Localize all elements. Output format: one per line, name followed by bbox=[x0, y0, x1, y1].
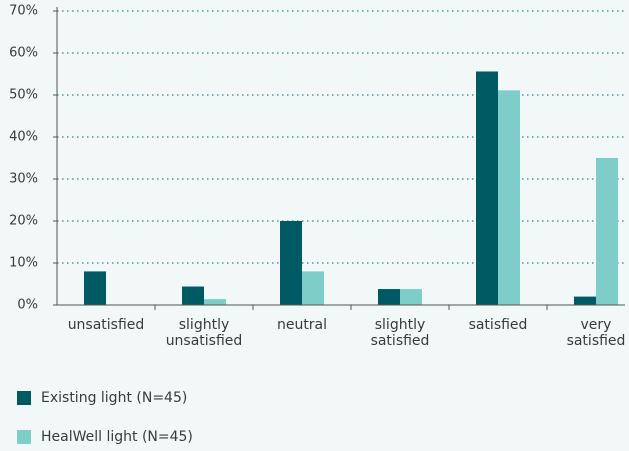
y-tick-label: 40% bbox=[9, 130, 38, 145]
legend-swatch bbox=[17, 430, 31, 444]
y-tick-label: 0% bbox=[17, 298, 38, 313]
bar bbox=[182, 286, 204, 305]
x-tick-label: slightly unsatisfied bbox=[165, 317, 243, 349]
x-tick-label: neutral bbox=[276, 317, 328, 333]
legend-label: HealWell light (N=45) bbox=[41, 429, 193, 445]
legend-swatch bbox=[17, 391, 31, 405]
y-tick-label: 60% bbox=[9, 46, 38, 61]
bar bbox=[476, 71, 498, 305]
bar bbox=[280, 221, 302, 305]
x-tick-label: very satisfied bbox=[566, 317, 626, 349]
x-tick-label: satisfied bbox=[468, 317, 528, 333]
x-tick-label: unsatisfied bbox=[67, 317, 145, 333]
bar bbox=[84, 271, 106, 305]
bar bbox=[302, 271, 324, 305]
bar bbox=[574, 296, 596, 305]
bar bbox=[378, 289, 400, 305]
bar bbox=[204, 299, 226, 305]
x-tick-label: slightly satisfied bbox=[370, 317, 430, 349]
y-tick-label: 50% bbox=[9, 88, 38, 103]
y-tick-label: 30% bbox=[9, 172, 38, 187]
y-tick-label: 10% bbox=[9, 256, 38, 271]
bar bbox=[596, 158, 618, 305]
legend-label: Existing light (N=45) bbox=[41, 390, 187, 406]
y-tick-label: 70% bbox=[9, 4, 38, 19]
bar bbox=[498, 90, 520, 305]
bar bbox=[400, 289, 422, 305]
y-tick-label: 20% bbox=[9, 214, 38, 229]
